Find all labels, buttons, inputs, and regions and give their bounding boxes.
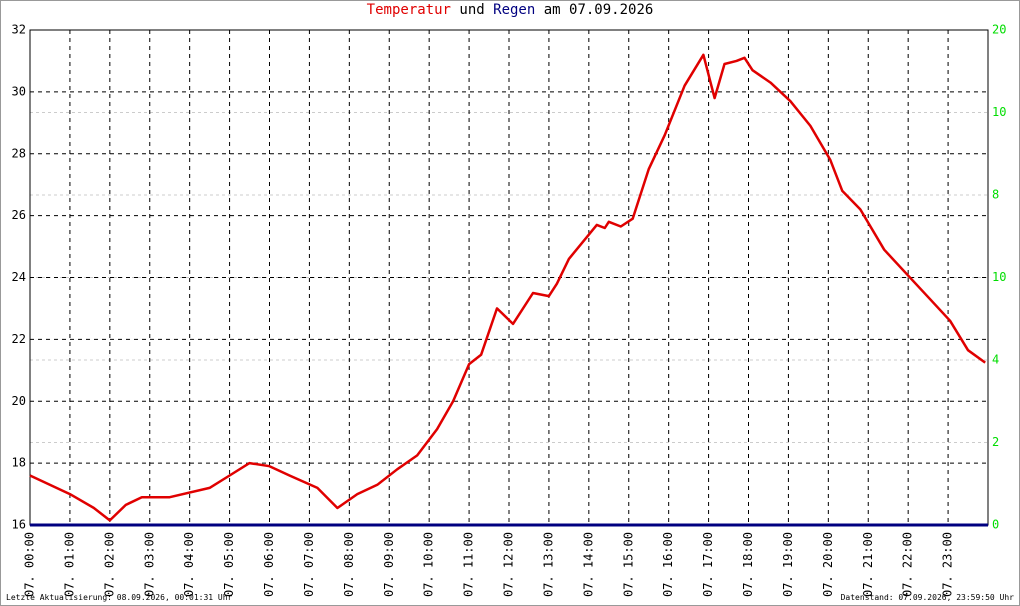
- x-tick-label: 07. 13:00: [541, 532, 555, 597]
- x-tick-label: 07. 22:00: [901, 532, 915, 597]
- y-tick-label: 18: [12, 456, 26, 470]
- y-tick-label: 16: [12, 518, 26, 532]
- x-tick-label: 07. 20:00: [821, 532, 835, 597]
- y-tick-label: 22: [12, 332, 26, 346]
- y2-tick-label: 4: [992, 353, 999, 367]
- footer-left: Letzte Aktualisierung: 08.09.2026, 00:01…: [6, 593, 233, 602]
- x-tick-label: 07. 05:00: [222, 532, 236, 597]
- title-temperature: Temperatur: [367, 2, 451, 18]
- series-line: [29, 53, 986, 522]
- y2-tick-label: 20: [992, 23, 1006, 37]
- y2-tick-label: 0: [992, 518, 999, 532]
- x-tick-label: 07. 14:00: [581, 532, 595, 597]
- y2-tick-label: 8: [992, 188, 999, 202]
- x-tick-label: 07. 09:00: [382, 532, 396, 597]
- y-tick-label: 32: [12, 23, 26, 37]
- y2-tick-label: 10: [992, 270, 1006, 284]
- y-tick-label: 26: [12, 208, 26, 222]
- title-text: am 07.09.2026: [544, 2, 654, 18]
- y-tick-label: 28: [12, 146, 26, 160]
- y2-tick-label: 10: [992, 105, 1006, 119]
- x-tick-label: 07. 07:00: [302, 532, 316, 597]
- x-tick-label: 07. 16:00: [661, 532, 675, 597]
- y-tick-label: 20: [12, 394, 26, 408]
- x-tick-label: 07. 21:00: [861, 532, 875, 597]
- x-tick-label: 07. 06:00: [262, 532, 276, 597]
- x-tick-label: 07. 08:00: [342, 532, 356, 597]
- y-tick-label: 24: [12, 270, 26, 284]
- footer-right: Datenstand: 07.09.2026, 23:59:50 Uhr: [841, 593, 1015, 602]
- x-tick-label: 07. 02:00: [102, 532, 116, 597]
- x-tick-label: 07. 10:00: [422, 532, 436, 597]
- title-rain: Regen: [493, 2, 535, 18]
- x-tick-label: 07. 12:00: [502, 532, 516, 597]
- x-tick-label: 07. 17:00: [701, 532, 715, 597]
- x-tick-label: 07. 04:00: [182, 532, 196, 597]
- title-text: und: [459, 2, 484, 18]
- x-tick-label: 07. 03:00: [142, 532, 156, 597]
- y2-tick-label: 2: [992, 435, 999, 449]
- x-tick-label: 07. 01:00: [62, 532, 76, 597]
- x-tick-label: 07. 15:00: [621, 532, 635, 597]
- x-tick-label: 07. 11:00: [462, 532, 476, 597]
- x-tick-label: 07. 00:00: [23, 532, 37, 597]
- y-tick-label: 30: [12, 84, 26, 98]
- x-tick-label: 07. 23:00: [941, 532, 955, 597]
- x-tick-label: 07. 19:00: [781, 532, 795, 597]
- chart-title: Temperatur und Regen am 07.09.2026: [367, 2, 654, 18]
- x-tick-label: 07. 18:00: [741, 532, 755, 597]
